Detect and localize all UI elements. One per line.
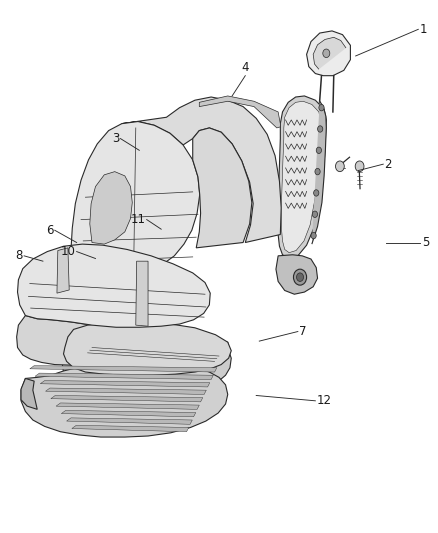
Polygon shape: [276, 255, 318, 294]
Text: 8: 8: [15, 249, 23, 262]
Text: 5: 5: [422, 236, 429, 249]
Circle shape: [319, 104, 324, 111]
Polygon shape: [21, 362, 228, 437]
Text: 1: 1: [420, 23, 427, 36]
Circle shape: [293, 269, 307, 285]
Polygon shape: [51, 395, 203, 402]
Text: 3: 3: [112, 132, 119, 145]
Polygon shape: [18, 244, 210, 327]
Polygon shape: [193, 128, 252, 248]
Text: 11: 11: [131, 213, 145, 226]
Text: 7: 7: [299, 325, 307, 338]
Polygon shape: [62, 342, 231, 394]
Circle shape: [336, 161, 344, 172]
Text: 6: 6: [46, 224, 53, 237]
Polygon shape: [35, 373, 213, 379]
Polygon shape: [71, 122, 200, 289]
Polygon shape: [313, 37, 346, 69]
Polygon shape: [46, 388, 206, 394]
Circle shape: [315, 168, 320, 175]
Polygon shape: [72, 425, 189, 432]
Polygon shape: [199, 96, 280, 128]
Polygon shape: [282, 101, 321, 253]
Polygon shape: [17, 316, 120, 365]
Circle shape: [297, 273, 304, 281]
Polygon shape: [90, 172, 132, 244]
Circle shape: [323, 49, 330, 58]
Polygon shape: [21, 378, 37, 409]
Circle shape: [314, 190, 319, 196]
Circle shape: [318, 126, 323, 132]
Polygon shape: [122, 97, 281, 243]
Polygon shape: [56, 403, 199, 409]
Circle shape: [311, 232, 316, 239]
Text: 4: 4: [241, 61, 249, 74]
Polygon shape: [40, 381, 210, 387]
Text: 10: 10: [60, 245, 75, 258]
Text: 2: 2: [385, 158, 392, 171]
Polygon shape: [307, 31, 350, 76]
Circle shape: [355, 161, 364, 172]
Circle shape: [312, 211, 318, 217]
Polygon shape: [61, 410, 196, 417]
Polygon shape: [136, 261, 148, 326]
Polygon shape: [278, 96, 326, 259]
Polygon shape: [67, 418, 192, 424]
Polygon shape: [57, 248, 69, 293]
Polygon shape: [64, 322, 231, 375]
Polygon shape: [30, 366, 217, 372]
Polygon shape: [312, 101, 326, 244]
Circle shape: [316, 147, 321, 154]
Text: 12: 12: [317, 394, 332, 407]
